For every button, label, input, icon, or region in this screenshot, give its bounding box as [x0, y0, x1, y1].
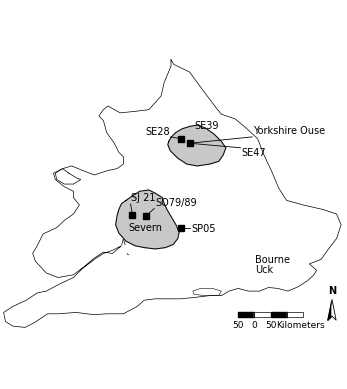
Polygon shape	[254, 312, 271, 317]
Polygon shape	[279, 250, 303, 264]
Polygon shape	[246, 155, 269, 170]
Text: 0: 0	[252, 321, 257, 330]
Text: Severn: Severn	[128, 223, 162, 233]
Text: 50: 50	[265, 321, 277, 330]
Polygon shape	[238, 312, 254, 317]
Polygon shape	[3, 60, 341, 328]
Text: SO79/89: SO79/89	[155, 198, 197, 208]
Text: SP05: SP05	[192, 224, 216, 233]
Text: N: N	[328, 286, 336, 296]
Text: SJ 21: SJ 21	[130, 193, 155, 203]
Text: Kilometers: Kilometers	[276, 321, 325, 330]
Text: Bourne: Bourne	[255, 255, 290, 265]
Polygon shape	[121, 246, 151, 255]
Polygon shape	[332, 300, 336, 320]
Text: 50: 50	[232, 321, 244, 330]
Text: SE39: SE39	[194, 121, 219, 131]
Polygon shape	[271, 312, 287, 317]
Polygon shape	[168, 125, 226, 166]
Text: Uck: Uck	[255, 265, 273, 275]
Polygon shape	[193, 288, 221, 296]
Text: SE28: SE28	[145, 127, 170, 137]
Text: Yorkshire Ouse: Yorkshire Ouse	[253, 126, 325, 136]
Polygon shape	[116, 190, 179, 249]
Polygon shape	[287, 312, 304, 317]
Polygon shape	[328, 300, 332, 320]
Text: SE47: SE47	[241, 148, 266, 158]
Polygon shape	[55, 169, 81, 184]
